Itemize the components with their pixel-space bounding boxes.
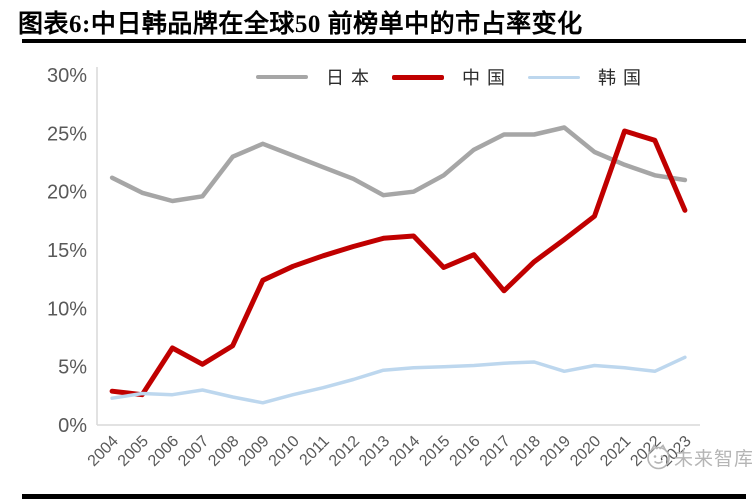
y-tick-label: 15% xyxy=(47,240,87,262)
x-tick-label: 2014 xyxy=(386,433,423,470)
y-tick-label: 25% xyxy=(47,123,87,145)
legend-item-korea: 韩国 xyxy=(528,64,648,90)
y-tick-label: 5% xyxy=(58,357,87,379)
x-tick-label: 2011 xyxy=(297,433,333,469)
x-tick-label: 2007 xyxy=(175,433,212,470)
x-tick-label: 2018 xyxy=(507,433,544,470)
x-tick-label: 2017 xyxy=(477,433,514,470)
series-line-japan xyxy=(109,125,688,204)
x-tick-label: 2016 xyxy=(447,433,484,470)
figure-title: 图表6:中日韩品牌在全球50 前榜单中的市占率变化 xyxy=(18,11,583,38)
x-tick-label: 2015 xyxy=(416,433,453,470)
x-tick-label: 2013 xyxy=(356,433,393,470)
series-line-china xyxy=(109,128,688,398)
watermark-text: 未来智库 xyxy=(674,448,752,470)
title-divider xyxy=(22,39,746,43)
series-line-korea xyxy=(110,355,687,405)
x-tick-label: 2019 xyxy=(537,433,574,470)
x-tick-label: 2004 xyxy=(85,433,122,470)
x-tick-label: 2009 xyxy=(235,433,272,470)
y-tick-label: 10% xyxy=(47,298,87,320)
legend-label: 中国 xyxy=(462,68,512,88)
chart-legend: 日本 中国 韩国 xyxy=(256,64,648,90)
y-tick-label: 20% xyxy=(47,182,87,204)
y-tick-label: 30% xyxy=(47,65,87,87)
x-tick-label: 2012 xyxy=(326,433,363,470)
legend-label: 日本 xyxy=(326,68,376,88)
legend-line-swatch xyxy=(256,75,308,79)
x-tick-label: 2010 xyxy=(266,433,303,470)
legend-line-swatch xyxy=(392,74,444,80)
x-tick-label: 2021 xyxy=(597,433,634,470)
x-tick-label: 2020 xyxy=(567,433,604,470)
legend-item-china: 中国 xyxy=(392,64,512,90)
x-tick-label: 2005 xyxy=(115,433,152,470)
legend-line-swatch xyxy=(528,75,580,79)
y-tick-label: 0% xyxy=(58,415,87,437)
x-tick-label: 2006 xyxy=(145,433,182,470)
watermark-logo-icon xyxy=(647,444,670,470)
bottom-divider xyxy=(22,494,746,499)
x-tick-label: 2008 xyxy=(205,433,242,470)
legend-label: 韩国 xyxy=(598,68,648,88)
legend-item-japan: 日本 xyxy=(256,64,376,90)
watermark: 未来智库 xyxy=(645,442,752,472)
